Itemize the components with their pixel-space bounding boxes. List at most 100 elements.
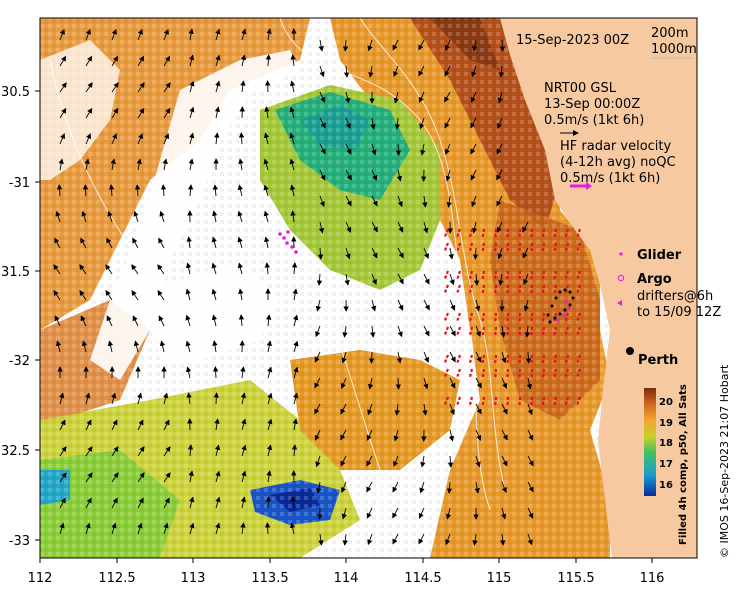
hf-radar-arrow xyxy=(541,326,546,337)
hf-radar-arrow xyxy=(564,284,570,294)
model-velocity-arrow xyxy=(137,107,145,119)
model-velocity-arrow xyxy=(289,522,296,535)
hf-radar-arrow xyxy=(530,396,534,407)
model-velocity-arrow xyxy=(501,481,507,494)
model-velocity-arrow xyxy=(163,392,169,405)
model-velocity-arrow xyxy=(423,351,430,363)
model-velocity-arrow xyxy=(79,290,87,301)
model-velocity-arrow xyxy=(470,143,477,155)
hf-radar-arrow xyxy=(481,354,486,365)
model-velocity-arrow xyxy=(132,237,139,249)
model-velocity-arrow xyxy=(163,133,170,145)
hf-radar-arrow xyxy=(541,270,546,281)
model-velocity-arrow xyxy=(371,247,378,259)
model-velocity-arrow xyxy=(163,55,171,67)
hf-radar-scale: 0.5m/s (1kt 6h) xyxy=(560,171,660,186)
x-tick-label: 113 xyxy=(181,571,206,586)
model-velocity-arrow xyxy=(82,184,89,197)
model-velocity-arrow xyxy=(292,288,298,301)
model-velocity-arrow xyxy=(470,91,477,103)
model-velocity-arrow xyxy=(266,444,273,457)
model-velocity-arrow xyxy=(85,497,92,509)
model-velocity-arrow xyxy=(496,195,503,207)
model-velocity-arrow xyxy=(367,377,374,390)
model-velocity-arrow xyxy=(158,315,165,327)
hf-radar-arrow xyxy=(443,284,450,294)
model-velocity-arrow xyxy=(446,481,453,494)
hf-radar-arrow xyxy=(518,284,522,295)
model-velocity-arrow xyxy=(471,65,477,78)
model-velocity-arrow xyxy=(58,158,64,171)
hf-radar-arrow xyxy=(481,326,486,337)
model-velocity-arrow xyxy=(318,221,325,234)
model-velocity-arrow xyxy=(59,107,67,119)
model-velocity-arrow xyxy=(475,403,482,415)
hf-radar-arrow xyxy=(575,284,582,294)
model-velocity-arrow xyxy=(371,143,377,156)
hf-radar-arrow xyxy=(564,368,570,378)
model-velocity-arrow xyxy=(215,496,221,509)
model-velocity-arrow xyxy=(159,340,166,353)
hf-radar-arrow xyxy=(530,270,534,281)
hf-radar-arrow xyxy=(530,228,534,239)
legend-drifters-line1: drifters@6h xyxy=(637,289,713,304)
model-velocity-arrow xyxy=(111,55,119,67)
hf-radar-arrow xyxy=(443,242,450,252)
hf-radar-arrow xyxy=(506,312,510,323)
model-velocity-arrow xyxy=(366,429,373,441)
model-velocity-arrow xyxy=(392,39,399,51)
model-velocity-arrow xyxy=(212,184,219,197)
model-velocity-arrow xyxy=(314,351,321,363)
model-velocity-arrow xyxy=(213,392,220,405)
model-velocity-arrow xyxy=(238,158,244,171)
model-velocity-arrow xyxy=(133,210,139,223)
x-tick-labels: 112 112.5 113 113.5 114 114.5 115 115.5 … xyxy=(28,571,665,586)
hf-radar-arrows xyxy=(443,228,582,407)
model-velocity-arrow xyxy=(341,351,347,364)
model-velocity-arrow xyxy=(526,377,533,390)
credit-label: © IMOS 16-Sep-2023 21:07 Hobart xyxy=(718,364,731,558)
model-velocity-arrow xyxy=(211,262,217,275)
model-velocity-arrow xyxy=(110,158,116,171)
hf-radar-arrow xyxy=(481,228,486,239)
model-velocity-arrow xyxy=(315,325,321,338)
model-velocity-arrow xyxy=(59,28,65,41)
model-velocity-arrow xyxy=(397,195,403,208)
model-velocity-arrow xyxy=(241,444,247,457)
model-velocity-arrow xyxy=(111,28,117,41)
model-velocity-arrow xyxy=(136,158,142,171)
x-tick-label: 115.5 xyxy=(557,571,594,586)
model-velocity-arrow xyxy=(345,169,352,181)
model-velocity-arrow xyxy=(137,55,145,67)
model-velocity-arrow xyxy=(496,143,503,155)
model-velocity-arrow xyxy=(525,351,532,364)
model-velocity-arrow xyxy=(84,158,90,171)
hf-radar-arrow xyxy=(575,326,582,336)
model-velocity-arrow xyxy=(131,264,139,275)
model-velocity-arrow xyxy=(238,314,245,327)
model-velocity-arrow xyxy=(158,237,165,249)
model-velocity-arrow xyxy=(137,472,145,483)
model-name: NRT00 GSL xyxy=(544,81,617,96)
model-velocity-arrow xyxy=(266,340,272,353)
hf-radar-arrow xyxy=(506,396,510,407)
model-velocity-arrow xyxy=(111,446,119,457)
y-tick-label: 30.5 xyxy=(1,85,30,100)
model-velocity-arrow xyxy=(397,299,404,311)
hf-radar-arrow xyxy=(541,354,546,365)
colorbar-tick: 19 xyxy=(659,418,673,429)
model-velocity-arrow xyxy=(241,28,247,41)
model-velocity-arrow xyxy=(185,262,192,275)
model-velocity-arrow xyxy=(160,184,167,197)
model-velocity-arrow xyxy=(392,481,399,493)
hf-radar-arrow xyxy=(530,368,534,379)
model-velocity-arrow xyxy=(237,184,244,197)
colorbar-label: Filled 4h comp, p50, All Sats xyxy=(678,384,689,545)
hf-radar-arrow xyxy=(506,354,510,365)
model-velocity-arrow xyxy=(501,351,507,364)
hf-radar-arrow xyxy=(518,354,522,365)
model-velocity-arrow xyxy=(59,419,66,431)
model-velocity-arrow xyxy=(319,195,325,208)
model-velocity-arrow xyxy=(498,273,504,286)
hf-radar-arrow xyxy=(518,242,522,253)
